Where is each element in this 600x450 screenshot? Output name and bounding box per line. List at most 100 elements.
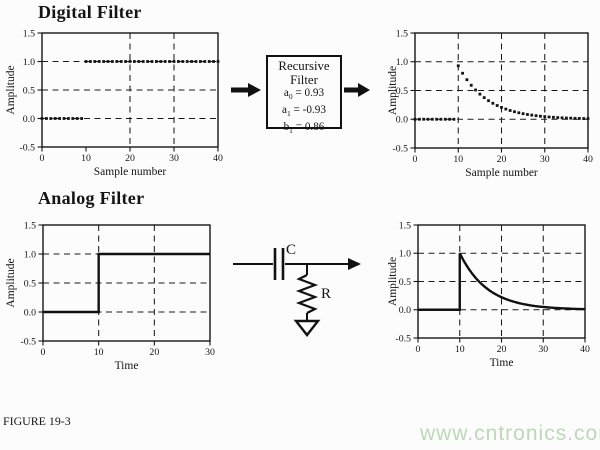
digital-output-chart: 1.5 1.0 0.5 0.0 -0.5 0 10 20 30 40 Sample number Am… — [387, 28, 593, 179]
data-point — [199, 60, 202, 63]
x-axis-label: Time — [115, 360, 139, 372]
data-point — [62, 117, 66, 120]
data-point — [426, 117, 430, 121]
data-point — [547, 115, 551, 119]
data-point — [530, 113, 534, 117]
x-tick-label: 40 — [583, 154, 593, 165]
data-point — [53, 117, 57, 120]
y-tick-label: 0.5 — [396, 86, 408, 97]
data-point — [526, 113, 529, 116]
y-tick-label: 0.0 — [396, 115, 408, 126]
x-tick-label: 40 — [580, 344, 590, 355]
data-point — [163, 60, 167, 63]
data-point — [203, 60, 207, 63]
watermark: www.cntronics.com — [420, 422, 600, 445]
data-point — [141, 60, 145, 63]
data-point — [71, 117, 75, 120]
data-point — [543, 115, 547, 119]
y-tick-label: 1.5 — [24, 220, 36, 231]
analog-input-chart: 1.5 1.0 0.5 0.0 -0.5 0 10 20 30 Time Amplitude — [5, 220, 215, 372]
x-tick-label: 20 — [497, 154, 507, 165]
y-tick-label: 1.5 — [399, 220, 411, 231]
coefficient-a1: a1 = -0.93 — [282, 103, 326, 119]
data-point — [67, 117, 70, 120]
data-point — [556, 116, 560, 119]
data-point — [49, 117, 53, 120]
data-point — [577, 117, 581, 120]
data-point — [190, 60, 193, 63]
x-tick-label: 0 — [40, 153, 45, 164]
x-tick-label: 30 — [538, 344, 548, 355]
data-point — [75, 117, 79, 120]
y-axis-label: Amplitude — [387, 257, 399, 306]
data-point — [89, 60, 92, 63]
data-point — [456, 64, 460, 68]
data-point — [146, 60, 149, 63]
data-point — [194, 60, 198, 63]
y-tick-label: 1.5 — [396, 28, 408, 39]
x-tick-label: 40 — [213, 153, 223, 164]
circuit-output-arrow-icon — [348, 258, 361, 270]
coefficient-a0: a0 = 0.93 — [283, 87, 325, 102]
y-tick-label: 0.5 — [399, 277, 411, 288]
y-tick-label: 0.5 — [23, 85, 35, 96]
coefficient-b1: b1 = 0.86 — [283, 120, 325, 135]
x-tick-label: 0 — [41, 347, 46, 358]
x-tick-label: 10 — [453, 154, 463, 165]
data-point — [150, 60, 154, 63]
y-tick-label: 1.0 — [23, 57, 35, 68]
y-axis-label: Amplitude — [387, 66, 399, 115]
resistor-label: R — [321, 286, 331, 302]
data-point — [517, 111, 521, 115]
data-point — [137, 60, 141, 63]
x-tick-label: 20 — [125, 153, 135, 164]
data-point — [508, 109, 512, 112]
figure-caption: FIGURE 19-3 Single pole high-pass filter… — [3, 387, 528, 450]
data-point — [552, 115, 555, 119]
data-point — [45, 117, 48, 120]
data-point — [569, 116, 573, 120]
x-tick-label: 10 — [455, 344, 465, 355]
circuit-wire — [233, 263, 348, 321]
x-tick-label: 20 — [497, 344, 507, 355]
data-point — [491, 101, 495, 105]
recursive-filter-box: Recursive Filter a0 = 0.93 a1 = -0.93 b1… — [266, 55, 342, 135]
x-tick-label: 20 — [149, 347, 159, 358]
y-tick-label: 0.5 — [24, 278, 36, 289]
analog-output-chart: 1.5 1.0 0.5 0.0 -0.5 0 10 20 30 40 Time Amplitude — [387, 220, 590, 369]
data-point — [172, 60, 176, 63]
data-point — [128, 60, 132, 63]
data-point — [586, 117, 590, 121]
data-point — [102, 60, 105, 63]
data-point — [212, 60, 215, 63]
data-point — [80, 117, 83, 120]
data-point — [539, 114, 542, 118]
data-point — [465, 78, 469, 82]
x-tick-label: 0 — [413, 154, 418, 165]
data-line — [418, 252, 586, 311]
y-tick-label: -0.5 — [19, 142, 35, 153]
filter-box-name-line2: Filter — [290, 72, 318, 87]
y-tick-label: 0.0 — [24, 307, 36, 318]
flow-arrow-out-icon — [344, 83, 370, 97]
data-point — [474, 88, 477, 92]
data-point — [439, 117, 443, 121]
data-point — [417, 117, 421, 121]
digital-input-chart: 1.5 1.0 0.5 0.0 -0.5 0 10 20 30 40 Sample number Am… — [5, 28, 223, 178]
data-point — [106, 60, 110, 63]
x-tick-label: 30 — [540, 154, 550, 165]
data-point — [58, 117, 61, 120]
data-point — [185, 60, 189, 63]
data-point — [513, 110, 516, 114]
data-point — [115, 60, 119, 63]
data-point — [124, 60, 127, 63]
data-point — [435, 117, 439, 121]
x-tick-label: 0 — [416, 344, 421, 355]
x-tick-label: 10 — [81, 153, 91, 164]
y-tick-label: -0.5 — [20, 336, 36, 347]
y-tick-label: 0.0 — [399, 305, 411, 316]
data-point — [168, 60, 171, 63]
capacitor-label: C — [286, 242, 296, 258]
resistor-icon — [295, 274, 319, 314]
